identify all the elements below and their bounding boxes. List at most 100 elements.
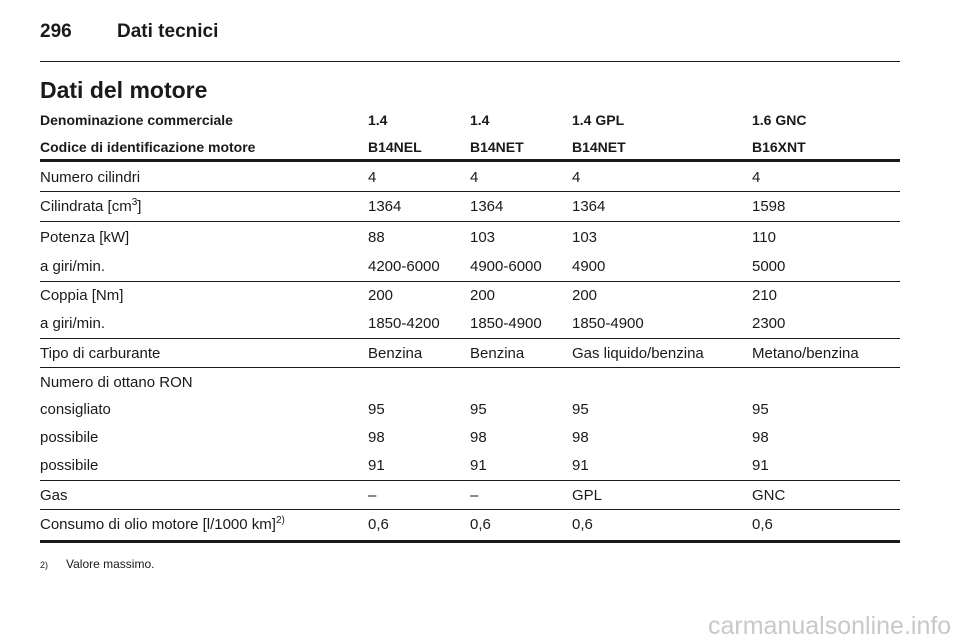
cell: 1364: [368, 198, 402, 215]
cell: 95: [752, 401, 769, 418]
header-rule: [40, 61, 900, 62]
cell: 91: [470, 457, 487, 474]
label-text: possibile: [40, 457, 99, 474]
header-title: Dati tecnici: [117, 21, 219, 42]
cell: Benzina: [470, 345, 525, 362]
cell: 98: [470, 429, 487, 446]
cell: 0,6: [470, 516, 491, 533]
cell: –: [368, 487, 377, 504]
cell: Metano/benzina: [752, 345, 859, 362]
superscript: 3: [131, 197, 138, 208]
cell: 1364: [470, 198, 504, 215]
table-rule: [40, 159, 900, 162]
cell: Gas liquido/benzina: [572, 345, 704, 362]
table-rule: [40, 338, 900, 339]
cell: 1850-4900: [572, 315, 644, 332]
cell: 200: [368, 287, 394, 304]
watermark: carmanualsonline.info: [708, 612, 952, 640]
cell: 4: [752, 169, 761, 186]
header-cell: Codice di identificazione motore: [40, 139, 256, 155]
cell: 210: [752, 287, 778, 304]
row-label: consigliato: [40, 401, 111, 419]
row-label: Numero cilindri: [40, 169, 140, 187]
header-cell: B16XNT: [752, 139, 806, 155]
section-title: Dati del motore: [40, 77, 208, 103]
cell: 4: [368, 169, 377, 186]
row-label: Tipo di carburante: [40, 345, 160, 363]
row-label: a giri/min.: [40, 258, 105, 276]
row-label: Numero di ottano RON: [40, 374, 193, 392]
cell: 0,6: [368, 516, 389, 533]
header-cell: Denominazione commerciale: [40, 112, 233, 128]
label-text: Gas: [40, 487, 68, 504]
label-text: consigliato: [40, 401, 111, 418]
cell: 4: [572, 169, 581, 186]
cell: 4200-6000: [368, 258, 440, 275]
cell: 4900: [572, 258, 606, 275]
header-cell: B14NET: [572, 139, 626, 155]
page-number: 296: [40, 21, 72, 42]
cell: 4: [470, 169, 479, 186]
label-text: possibile: [40, 429, 99, 446]
header-cell: 1.4: [368, 112, 388, 128]
header-cell: 1.4: [470, 112, 490, 128]
row-label: Consumo di olio motore [l/1000 km]2): [40, 516, 285, 534]
header-cell: B14NET: [470, 139, 524, 155]
row-label: possibile: [40, 429, 98, 447]
label-text: Numero cilindri: [40, 169, 141, 186]
cell: 1850-4200: [368, 315, 440, 332]
row-label: possibile: [40, 457, 98, 475]
cell: 103: [572, 229, 598, 246]
header-cell: B14NEL: [368, 139, 422, 155]
header-cell: 1.6 GNC: [752, 112, 807, 128]
cell: 98: [368, 429, 385, 446]
cell: 95: [572, 401, 589, 418]
cell: Benzina: [368, 345, 423, 362]
cell: 91: [368, 457, 385, 474]
cell: 4900-6000: [470, 258, 542, 275]
cell: 110: [752, 229, 776, 246]
cell: GNC: [752, 487, 786, 504]
table-rule: [40, 221, 900, 222]
table-rule: [40, 191, 900, 192]
table-rule: [40, 540, 900, 543]
cell: 98: [572, 429, 589, 446]
table-rule: [40, 480, 900, 481]
row-label: Potenza [kW]: [40, 229, 129, 247]
row-label: Coppia [Nm]: [40, 287, 123, 305]
label-text: Consumo di olio motore [l/1000 km]: [40, 516, 276, 533]
cell: 1598: [752, 198, 786, 215]
label-text: Potenza [kW]: [40, 229, 130, 246]
cell: 1364: [572, 198, 606, 215]
cell: 200: [572, 287, 598, 304]
header-cell: 1.4 GPL: [572, 112, 625, 128]
label-text: Coppia [Nm]: [40, 287, 124, 304]
cell: 95: [470, 401, 487, 418]
cell: –: [470, 487, 479, 504]
cell: 200: [470, 287, 496, 304]
superscript: 2): [275, 515, 285, 526]
label-text: Tipo di carburante: [40, 345, 161, 362]
cell: 98: [752, 429, 769, 446]
cell: 2300: [752, 315, 786, 332]
row-label: Gas: [40, 487, 68, 505]
row-label: a giri/min.: [40, 315, 105, 333]
label-text: a giri/min.: [40, 258, 106, 275]
row-label: Cilindrata [cm3]: [40, 198, 141, 216]
table-rule: [40, 509, 900, 510]
footnote-text: Valore massimo.: [66, 557, 155, 571]
label-text: a giri/min.: [40, 315, 106, 332]
label-text: Cilindrata [cm: [40, 198, 132, 215]
cell: 0,6: [752, 516, 773, 533]
cell: GPL: [572, 487, 603, 504]
cell: 5000: [752, 258, 786, 275]
cell: 88: [368, 229, 385, 246]
table-rule: [40, 281, 900, 282]
cell: 1850-4900: [470, 315, 542, 332]
label-text: Numero di ottano RON: [40, 374, 193, 391]
footnote-mark: 2): [40, 560, 49, 570]
label-end: ]: [137, 198, 142, 215]
cell: 91: [752, 457, 769, 474]
cell: 95: [368, 401, 385, 418]
